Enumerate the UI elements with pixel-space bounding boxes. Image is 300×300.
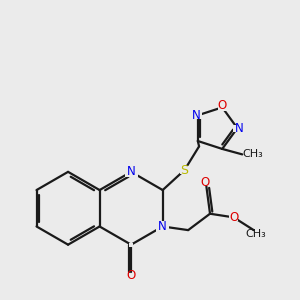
Bar xyxy=(180,167,189,174)
Text: O: O xyxy=(218,99,227,112)
Bar xyxy=(194,112,202,119)
Bar xyxy=(156,221,169,232)
Text: O: O xyxy=(127,269,136,282)
Text: N: N xyxy=(235,122,244,135)
Bar xyxy=(233,124,242,132)
Text: N: N xyxy=(192,109,200,122)
Bar xyxy=(218,104,226,111)
Text: S: S xyxy=(181,164,188,176)
Text: CH₃: CH₃ xyxy=(245,230,266,239)
Text: N: N xyxy=(158,220,167,233)
Text: CH₃: CH₃ xyxy=(242,149,263,159)
Bar xyxy=(129,243,133,247)
Text: O: O xyxy=(200,176,209,188)
Bar xyxy=(229,214,238,221)
Text: O: O xyxy=(229,211,238,224)
Bar xyxy=(124,167,138,177)
Text: N: N xyxy=(127,165,136,178)
